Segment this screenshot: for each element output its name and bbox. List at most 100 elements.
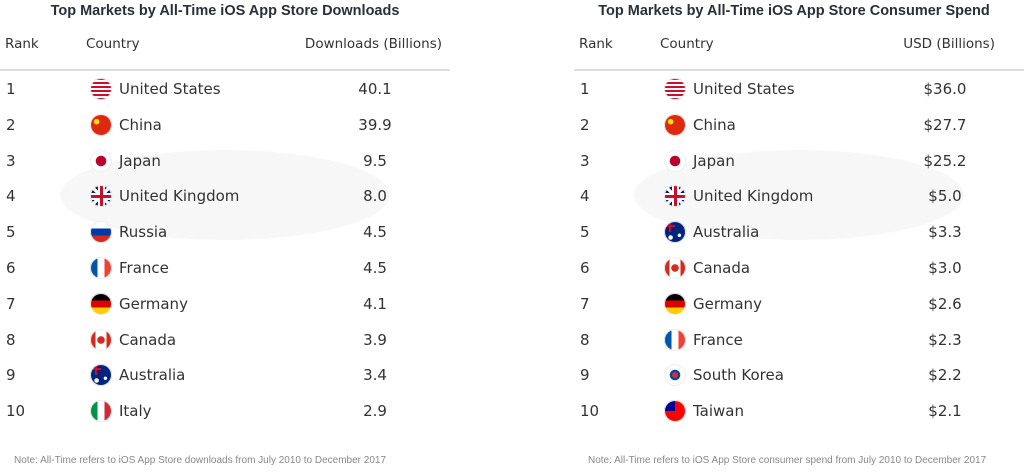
table-row: 10 Taiwan $2.1	[574, 393, 1024, 429]
country-cell: Germany	[693, 294, 762, 313]
header-divider	[0, 69, 450, 71]
flag-united-states-icon	[664, 78, 686, 100]
footnote: Note: All-Time refers to iOS App Store c…	[588, 455, 987, 466]
watermark-logo	[60, 150, 390, 240]
table-row: 1 United States 40.1	[0, 71, 450, 107]
value-cell: $2.6	[928, 294, 962, 313]
flag-japan-icon	[90, 149, 112, 172]
country-cell: Japan	[119, 151, 161, 170]
flag-canada-icon	[90, 328, 112, 351]
table-row: 8 Canada 3.9	[0, 322, 450, 358]
table-row: 3 Japan 9.5	[0, 143, 450, 179]
table-title: Top Markets by All-Time iOS App Store Do…	[50, 3, 400, 19]
column-header-rank: Rank	[579, 36, 613, 52]
rank-cell: 10	[580, 402, 600, 421]
rank-cell: 1	[580, 80, 590, 98]
country-cell: United States	[119, 80, 221, 98]
rank-cell: 9	[6, 366, 16, 385]
table-row: 6 Canada $3.0	[574, 250, 1024, 286]
rank-cell: 9	[580, 366, 590, 385]
table-row: 2 China 39.9	[0, 107, 450, 143]
rank-cell: 7	[580, 294, 590, 313]
value-cell: $36.0	[923, 80, 967, 98]
downloads-table: Top Markets by All-Time iOS App Store Do…	[0, 0, 450, 472]
value-cell: 8.0	[363, 187, 387, 206]
rank-cell: 8	[6, 330, 16, 349]
country-cell: Australia	[119, 366, 186, 385]
header-divider	[574, 69, 1024, 71]
country-cell: United States	[693, 80, 795, 98]
flag-united-states-icon	[90, 78, 112, 100]
table-row: 9 Australia 3.4	[0, 357, 450, 393]
value-cell: $2.2	[928, 366, 962, 385]
country-cell: Italy	[119, 402, 152, 421]
flag-italy-icon	[90, 400, 112, 423]
flag-australia-icon	[664, 221, 686, 244]
country-cell: Japan	[693, 151, 735, 170]
rank-cell: 3	[580, 151, 590, 170]
column-header-country: Country	[86, 36, 140, 52]
table-row: 10 Italy 2.9	[0, 393, 450, 429]
value-cell: $3.0	[928, 259, 962, 277]
rank-cell: 4	[6, 187, 16, 206]
country-cell: France	[119, 259, 169, 277]
value-cell: 4.5	[363, 259, 387, 277]
consumer-spend-table: Top Markets by All-Time iOS App Store Co…	[574, 0, 1024, 472]
country-cell: Russia	[119, 223, 168, 242]
column-header-value: Downloads (Billions)	[304, 36, 442, 52]
table-row: 5 Russia 4.5	[0, 214, 450, 250]
value-cell: 39.9	[358, 115, 392, 134]
rank-cell: 6	[580, 259, 590, 277]
flag-russia-icon	[90, 221, 112, 244]
country-cell: Canada	[119, 330, 177, 349]
value-cell: $2.3	[928, 330, 962, 349]
country-cell: France	[693, 330, 743, 349]
flag-france-icon	[90, 257, 112, 279]
table-row: 3 Japan $25.2	[574, 143, 1024, 179]
value-cell: 4.5	[363, 223, 387, 242]
flag-germany-icon	[90, 292, 112, 315]
rank-cell: 6	[6, 259, 16, 277]
value-cell: 40.1	[358, 80, 392, 98]
rank-cell: 8	[580, 330, 590, 349]
country-cell: Australia	[693, 223, 760, 242]
flag-germany-icon	[664, 292, 686, 315]
footnote: Note: All-Time refers to iOS App Store d…	[14, 455, 387, 466]
table-row: 4 United Kingdom 8.0	[0, 178, 450, 214]
flag-taiwan-icon	[664, 400, 686, 423]
rank-cell: 4	[580, 187, 590, 206]
table-title: Top Markets by All-Time iOS App Store Co…	[598, 3, 990, 19]
value-cell: 3.4	[363, 366, 387, 385]
table-row: 4 United Kingdom $5.0	[574, 178, 1024, 214]
flag-united-kingdom-icon	[664, 185, 686, 208]
table-row: 8 France $2.3	[574, 322, 1024, 358]
flag-south-korea-icon	[664, 364, 686, 387]
watermark-logo	[634, 150, 964, 240]
flag-china-icon	[664, 113, 686, 136]
flag-canada-icon	[664, 257, 686, 279]
value-cell: 2.9	[363, 402, 387, 421]
country-cell: Germany	[119, 294, 188, 313]
flag-japan-icon	[664, 149, 686, 172]
rank-cell: 3	[6, 151, 16, 170]
column-header-rank: Rank	[5, 36, 39, 52]
column-header-value: USD (Billions)	[903, 36, 995, 52]
country-cell: Taiwan	[693, 402, 745, 421]
value-cell: 4.1	[363, 294, 387, 313]
country-cell: United Kingdom	[119, 187, 240, 206]
table-row: 7 Germany 4.1	[0, 286, 450, 322]
rank-cell: 10	[6, 402, 26, 421]
country-cell: China	[119, 115, 162, 134]
flag-australia-icon	[90, 364, 112, 387]
value-cell: $3.3	[928, 223, 962, 242]
table-row: 7 Germany $2.6	[574, 286, 1024, 322]
country-cell: Canada	[693, 259, 751, 277]
country-cell: China	[693, 115, 736, 134]
value-cell: $25.2	[923, 151, 967, 170]
country-cell: United Kingdom	[693, 187, 814, 206]
rank-cell: 5	[580, 223, 590, 242]
flag-china-icon	[90, 113, 112, 136]
rank-cell: 2	[6, 115, 16, 134]
value-cell: $27.7	[923, 115, 967, 134]
rank-cell: 1	[6, 80, 16, 98]
